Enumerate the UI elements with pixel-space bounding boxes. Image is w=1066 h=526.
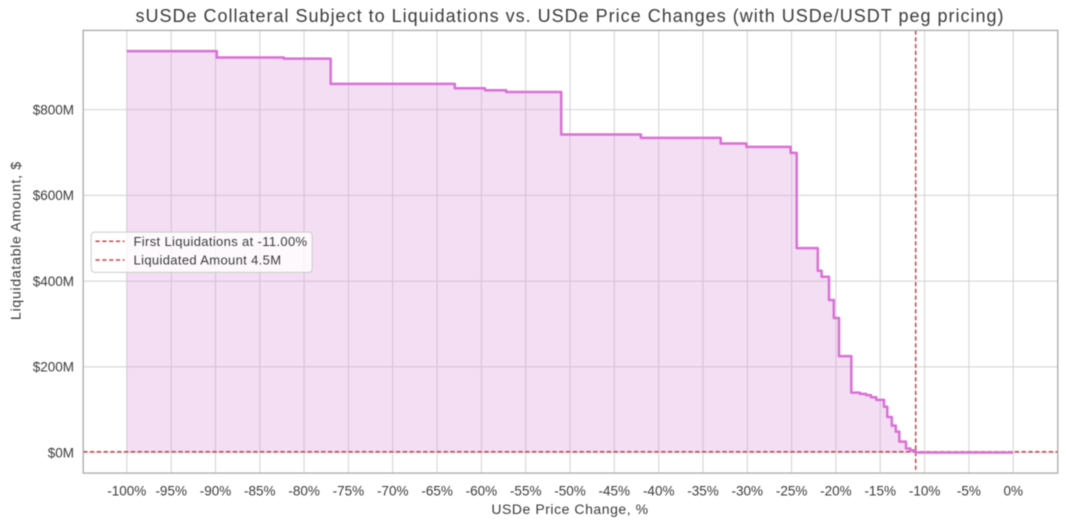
svg-text:sUSDe Collateral Subject to Li: sUSDe Collateral Subject to Liquidations… bbox=[135, 6, 1004, 26]
svg-text:-85%: -85% bbox=[244, 484, 276, 499]
svg-text:-35%: -35% bbox=[687, 484, 719, 499]
svg-text:-15%: -15% bbox=[864, 484, 896, 499]
svg-text:-65%: -65% bbox=[421, 484, 453, 499]
svg-text:$400M: $400M bbox=[33, 274, 74, 289]
svg-text:-25%: -25% bbox=[776, 484, 808, 499]
svg-text:$800M: $800M bbox=[33, 102, 74, 117]
svg-text:-75%: -75% bbox=[333, 484, 365, 499]
svg-text:$200M: $200M bbox=[33, 360, 74, 375]
svg-text:-30%: -30% bbox=[732, 484, 764, 499]
svg-text:$600M: $600M bbox=[33, 188, 74, 203]
svg-text:-80%: -80% bbox=[288, 484, 320, 499]
svg-text:-95%: -95% bbox=[155, 484, 187, 499]
svg-text:Liquidatable Amount, $: Liquidatable Amount, $ bbox=[8, 161, 24, 320]
svg-text:-45%: -45% bbox=[599, 484, 631, 499]
svg-text:-100%: -100% bbox=[107, 484, 146, 499]
svg-text:USDe Price Change, %: USDe Price Change, % bbox=[491, 501, 648, 517]
svg-text:-10%: -10% bbox=[909, 484, 941, 499]
svg-text:Liquidated Amount 4.5M: Liquidated Amount 4.5M bbox=[134, 253, 282, 268]
svg-text:-90%: -90% bbox=[200, 484, 232, 499]
svg-text:-5%: -5% bbox=[957, 484, 981, 499]
svg-text:-60%: -60% bbox=[466, 484, 498, 499]
svg-text:-70%: -70% bbox=[377, 484, 409, 499]
svg-text:0%: 0% bbox=[1003, 484, 1023, 499]
svg-text:First Liquidations at -11.00%: First Liquidations at -11.00% bbox=[134, 234, 308, 249]
svg-text:$0M: $0M bbox=[48, 445, 74, 460]
svg-text:-20%: -20% bbox=[820, 484, 852, 499]
svg-text:-55%: -55% bbox=[510, 484, 542, 499]
svg-text:-40%: -40% bbox=[643, 484, 675, 499]
svg-text:-50%: -50% bbox=[554, 484, 586, 499]
